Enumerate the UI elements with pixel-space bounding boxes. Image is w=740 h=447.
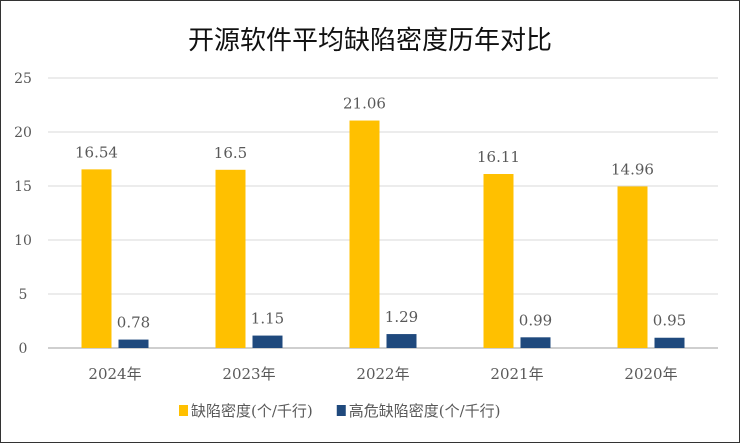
- y-tick-label: 20: [14, 125, 32, 141]
- bar-defect-density: [215, 169, 246, 348]
- data-label: 0.95: [653, 312, 686, 330]
- x-tick-label: 2023年: [222, 365, 275, 383]
- bar-defect-density: [81, 169, 112, 348]
- y-tick-label: 10: [14, 233, 32, 249]
- x-tick-label: 2021年: [490, 365, 543, 383]
- data-label: 0.78: [117, 314, 150, 332]
- y-tick-label: 15: [14, 179, 32, 195]
- data-label: 16.5: [214, 144, 247, 162]
- x-tick-label: 2020年: [624, 365, 677, 383]
- bar-high-risk-density: [520, 337, 551, 348]
- data-label: 16.11: [477, 148, 520, 166]
- y-tick-label: 5: [19, 287, 28, 303]
- bar-defect-density: [617, 186, 648, 348]
- bar-defect-density: [483, 174, 514, 348]
- data-label: 14.96: [611, 160, 654, 178]
- bar-high-risk-density: [252, 335, 283, 348]
- bar-high-risk-density: [386, 334, 417, 348]
- y-tick-label: 0: [19, 341, 28, 357]
- data-label: 1.15: [251, 310, 284, 328]
- data-label: 16.54: [75, 143, 118, 161]
- bar-defect-density: [349, 120, 380, 348]
- x-tick-label: 2024年: [88, 365, 141, 383]
- y-tick-label: 25: [14, 71, 32, 87]
- bar-high-risk-density: [118, 339, 149, 348]
- legend-label: 缺陷密度(个/千行): [191, 402, 313, 420]
- chart-title: 开源软件平均缺陷密度历年对比: [188, 26, 552, 56]
- legend-swatch: [336, 405, 346, 416]
- bar-high-risk-density: [654, 337, 685, 348]
- data-label: 21.06: [343, 95, 386, 113]
- data-label: 0.99: [519, 311, 552, 329]
- x-tick-label: 2022年: [356, 365, 409, 383]
- legend-label: 高危缺陷密度(个/千行): [349, 402, 501, 420]
- data-label: 1.29: [385, 308, 418, 326]
- legend-swatch: [179, 405, 188, 416]
